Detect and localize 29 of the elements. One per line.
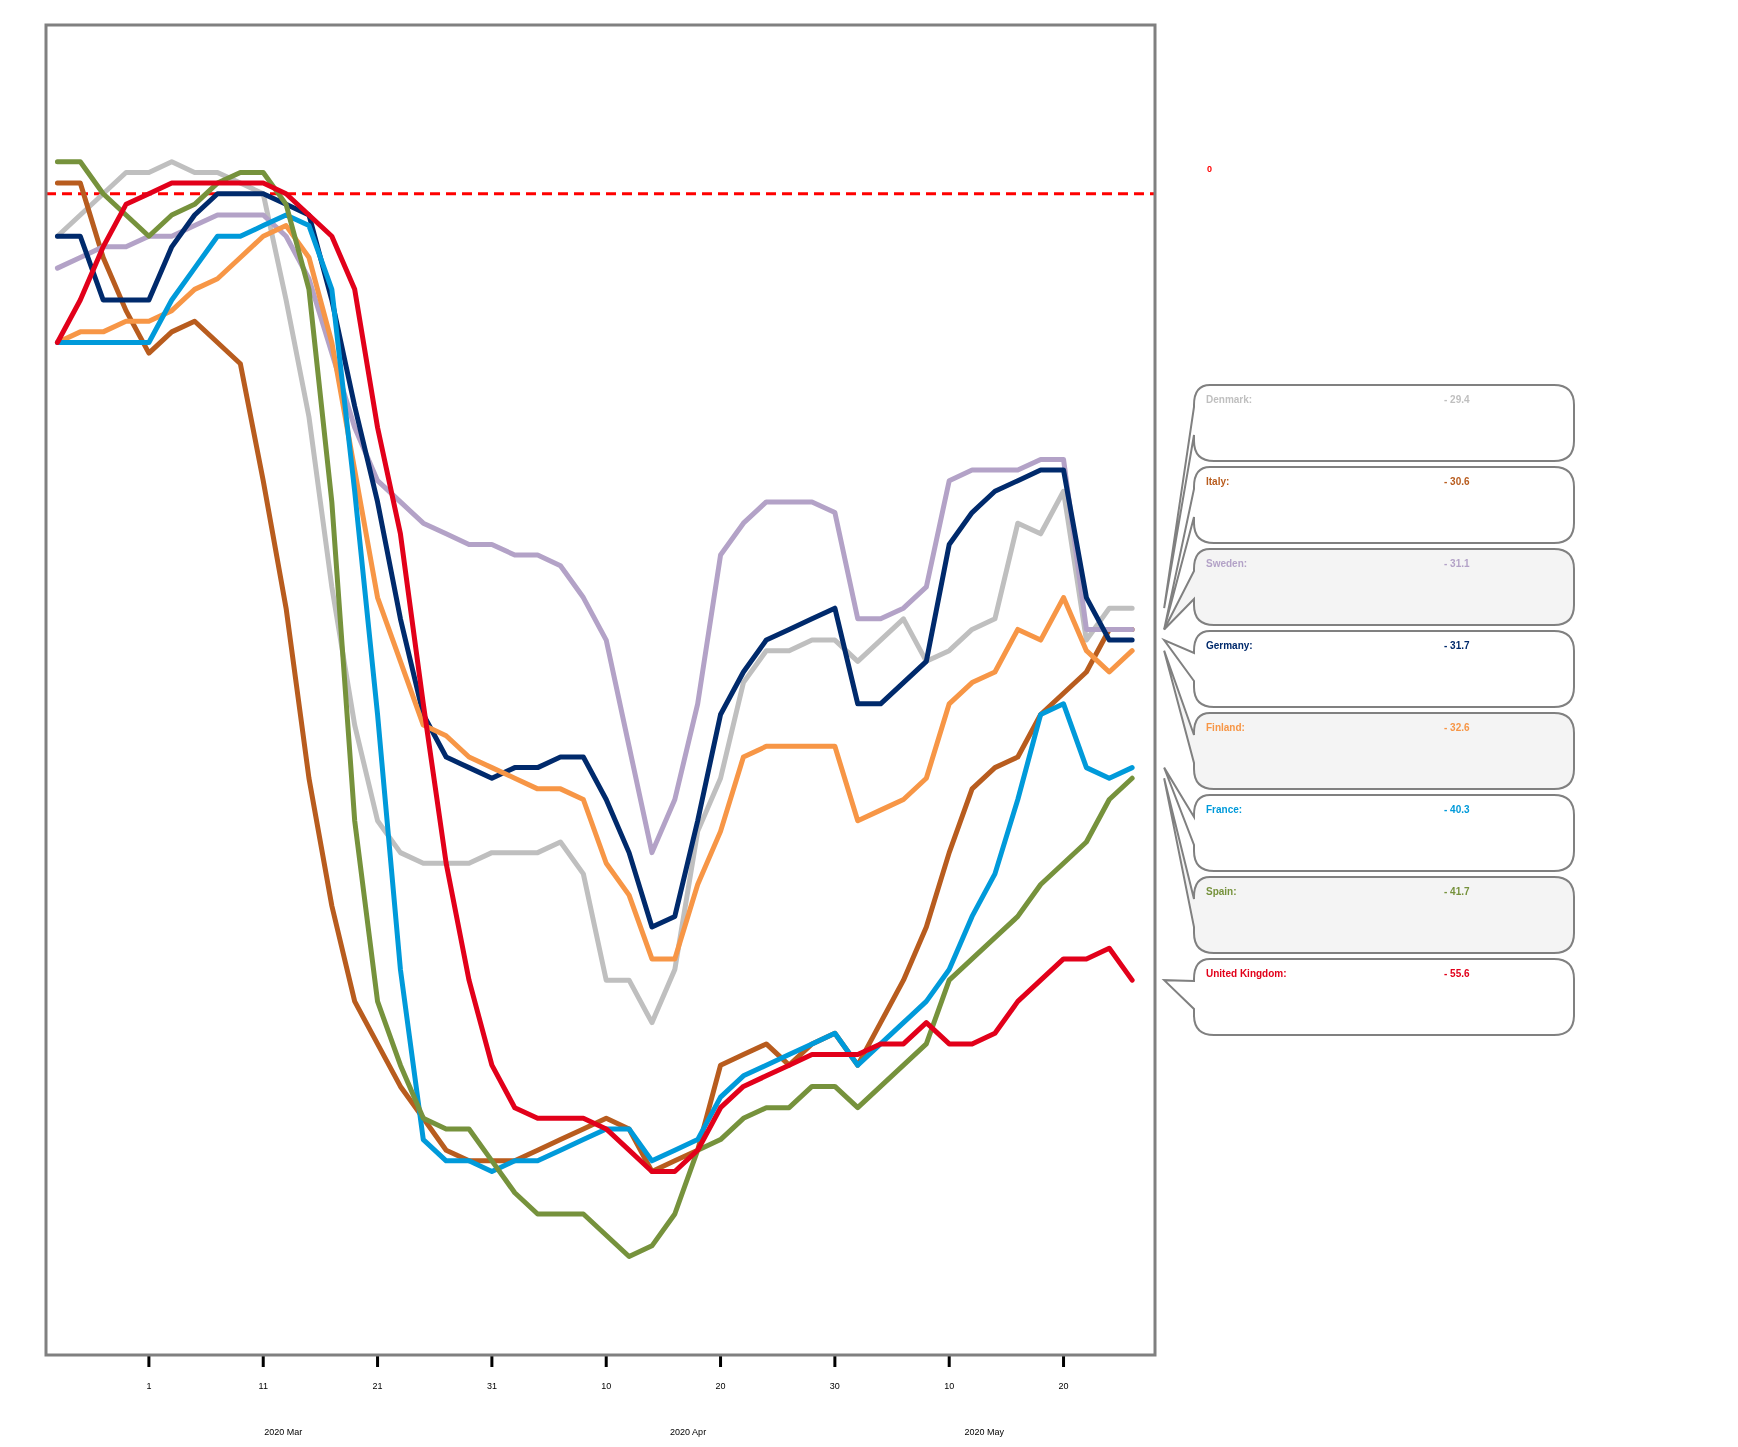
x-tick-label: 20 — [715, 1381, 726, 1392]
text: - 32.6 — [1444, 722, 1471, 733]
x-tick-label: 11 — [258, 1381, 268, 1392]
x-tick-label: 20 — [1058, 1381, 1069, 1392]
text: France: — [1206, 804, 1243, 815]
text: Denmark: — [1206, 394, 1253, 405]
text: United Kingdom: — [1206, 968, 1287, 979]
text: 2020 May — [964, 1427, 1005, 1437]
text: Spain: — [1206, 886, 1237, 897]
x-tick-label: 1 — [146, 1381, 152, 1392]
text: Finland: — [1206, 722, 1245, 733]
text: 2020 Apr — [670, 1427, 707, 1437]
x-tick-label: 31 — [486, 1381, 497, 1392]
text: 2020 Mar — [264, 1427, 303, 1437]
x-tick-label: 10 — [944, 1381, 955, 1392]
text: - 29.4 — [1444, 394, 1471, 405]
text: Sweden: — [1206, 558, 1248, 569]
text: - 30.6 — [1444, 476, 1471, 487]
text: Italy: — [1206, 476, 1230, 487]
ref-line-label: 0 — [1207, 163, 1213, 174]
text: Germany: — [1206, 640, 1253, 651]
text: - 41.7 — [1444, 886, 1471, 897]
text: - 55.6 — [1444, 968, 1471, 979]
x-tick-label: 10 — [601, 1381, 612, 1392]
text: - 31.1 — [1444, 558, 1471, 569]
text: - 40.3 — [1444, 804, 1471, 815]
x-tick-label: 30 — [829, 1381, 840, 1392]
text: - 31.7 — [1444, 640, 1471, 651]
x-tick-label: 21 — [372, 1381, 383, 1392]
